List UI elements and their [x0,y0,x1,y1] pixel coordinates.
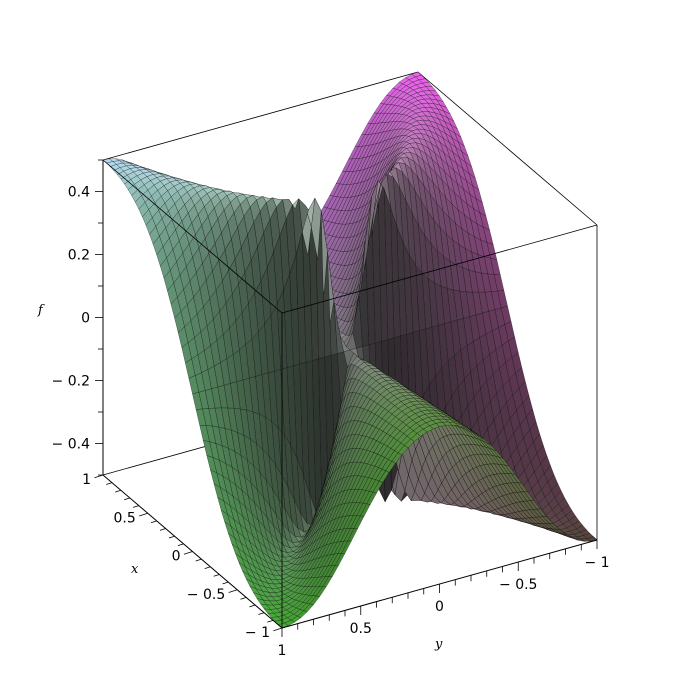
x-tick [177,543,184,547]
box-edge [102,159,283,314]
x-tick [124,497,130,501]
box-edge [281,224,598,314]
z-tick-label: 0 [81,311,90,327]
bounding-box-front [102,159,598,628]
surface [102,71,598,629]
z-tick-label: − 0.4 [52,437,91,453]
x-tick [132,505,139,508]
x-tick [139,512,148,517]
x-tick [213,574,220,577]
x-tick [273,627,283,632]
x-tick [150,520,157,524]
x-tick [168,535,175,539]
x-tick [258,612,265,615]
z-tick-label: − 0.2 [52,374,90,390]
y-tick-label: 0.5 [350,621,372,637]
x-tick [183,551,193,555]
axes: 1 0.5 0 − 0.5 − 1 1 0.5 0 − 0.5 − 1 0.4 0.2 0 − 0.2 − … [52,159,610,659]
y-tick-label: − 0.5 [499,577,537,593]
y-tick-label: 1 [278,643,287,659]
x-tick-label: − 1 [245,625,270,641]
z-axis-label: f [37,303,45,318]
y-tick-label: 0 [435,599,444,615]
x-tick [228,589,238,593]
y-axis-label: y [434,637,443,652]
box-edge [417,71,598,226]
x-tick [115,489,122,493]
surface-patch [374,180,385,210]
x-tick [204,566,211,569]
x-tick-label: − 0.5 [187,587,225,603]
y-tick-label: − 1 [584,555,609,571]
x-tick [94,474,104,479]
z-tick-label: 0.2 [68,248,90,264]
x-tick [106,482,113,485]
x-tick [249,604,256,608]
x-tick [222,581,229,585]
x-tick [195,558,202,562]
x-tick-label: 0.5 [113,510,135,526]
x-axis-label: x [131,562,139,577]
x-tick-label: 0 [172,549,181,565]
box-edge [102,71,419,161]
x-tick [240,597,247,600]
x-tick [267,619,274,623]
x-tick-label: 1 [82,472,91,488]
z-tick-label: 0.4 [68,185,90,201]
x-tick [159,528,166,531]
